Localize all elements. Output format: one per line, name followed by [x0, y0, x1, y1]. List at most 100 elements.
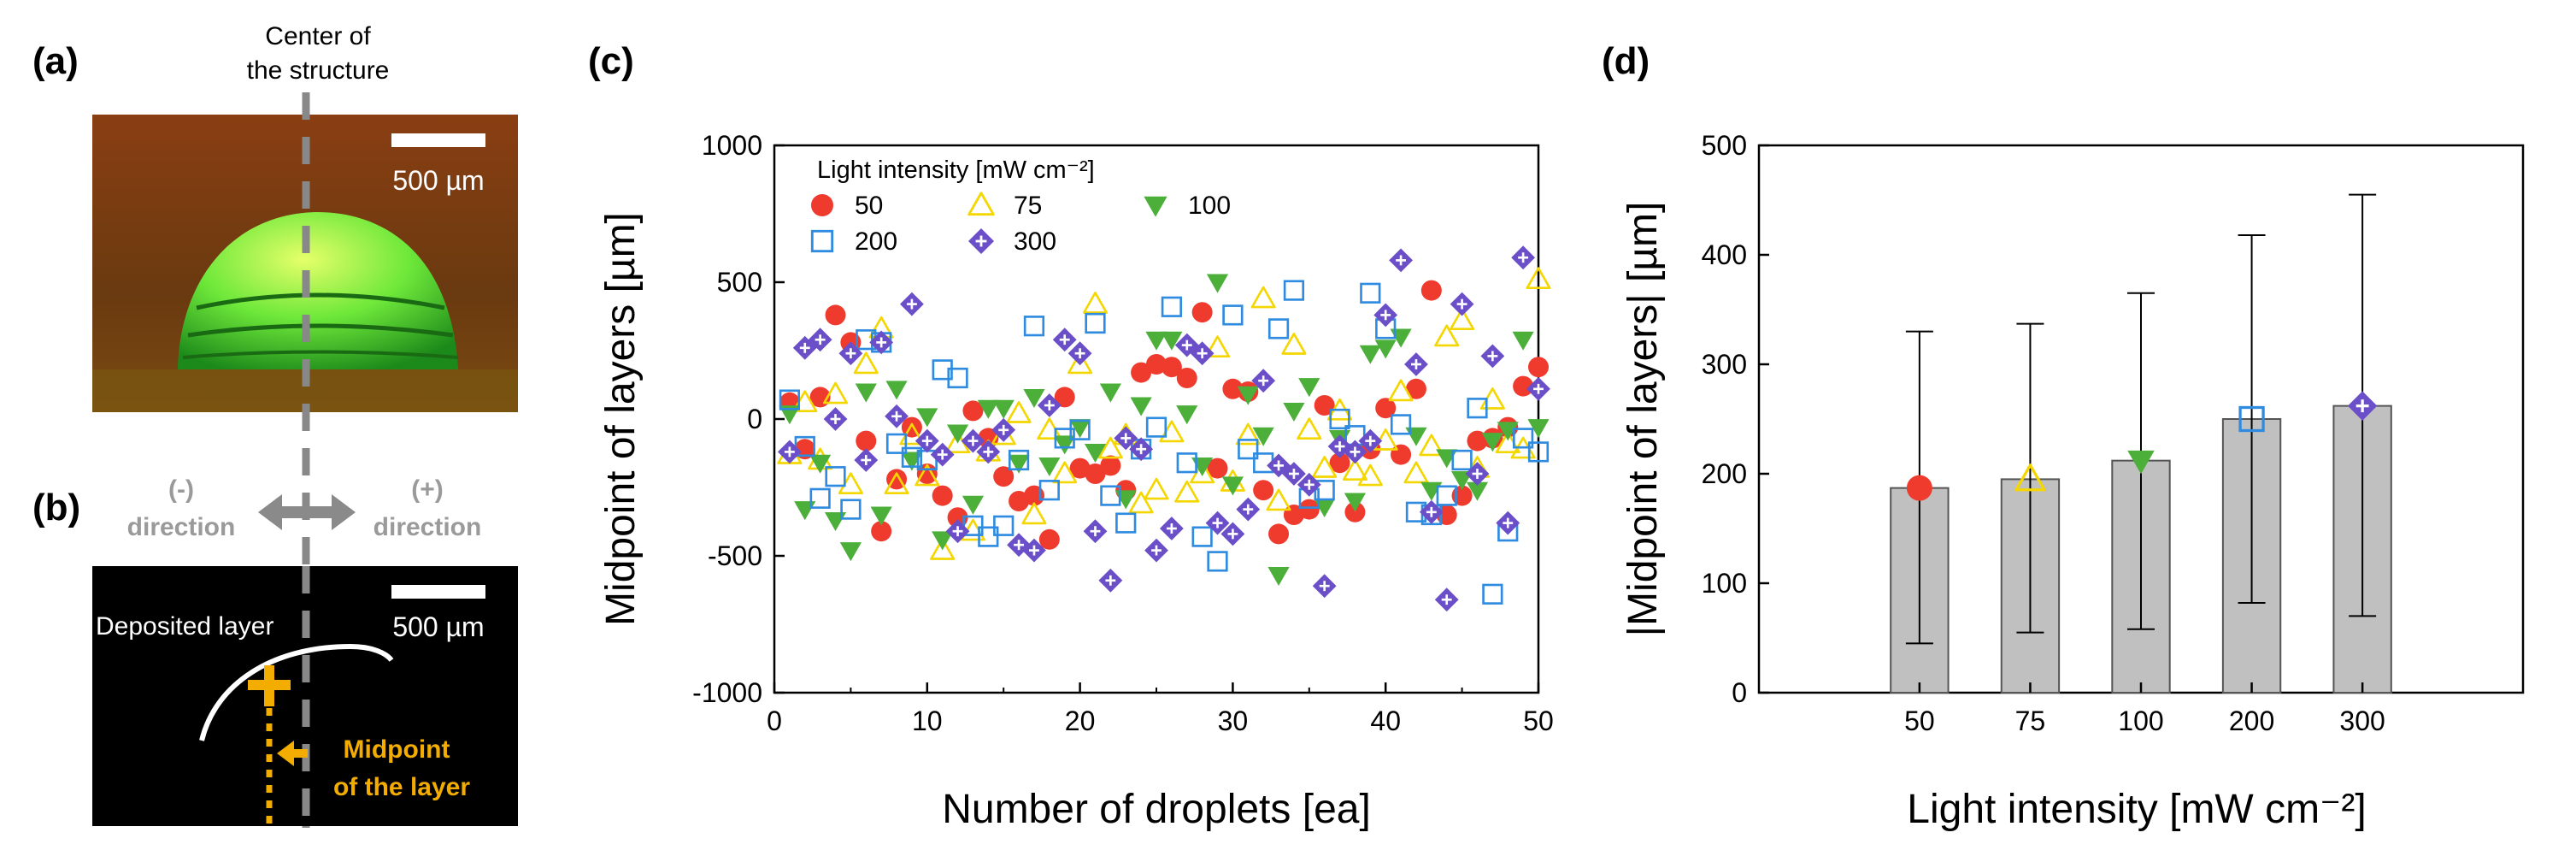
y-axis-label-c: Midpoint of layers [µm] — [598, 212, 644, 626]
y-axis-label-d: |Midpoint of layers| [µm] — [1620, 202, 1666, 637]
data-point-50 — [1176, 368, 1197, 388]
deposited-layer-arc — [199, 643, 394, 741]
data-point-300 — [1450, 292, 1474, 316]
data-point-300 — [1358, 428, 1383, 453]
data-point-50 — [1207, 458, 1228, 479]
data-point-300 — [1465, 462, 1490, 486]
data-point-200 — [1283, 280, 1305, 301]
data-point-100 — [1130, 397, 1152, 416]
data-point-75 — [1297, 417, 1322, 440]
data-point-50 — [993, 466, 1015, 487]
legend-marker — [1144, 196, 1167, 217]
data-point-75 — [1450, 308, 1475, 331]
data-point-300 — [991, 417, 1016, 442]
data-point-50 — [1054, 387, 1075, 408]
data-point-100 — [1527, 419, 1550, 439]
legend-c: Light intensity [mW cm⁻²] 50 75 100 200 300 — [810, 156, 1231, 256]
bar-marker — [2347, 391, 2378, 421]
data-point-100 — [1374, 339, 1397, 359]
midpoint-label-line1: Midpoint — [344, 735, 450, 764]
data-point-50 — [1420, 280, 1442, 301]
data-point-200 — [840, 499, 862, 520]
data-point-200 — [885, 433, 908, 454]
data-point-50 — [1222, 378, 1244, 399]
data-point-300 — [1205, 511, 1230, 535]
data-point-100 — [794, 501, 816, 521]
data-point-300 — [1389, 248, 1413, 273]
data-point-100 — [1497, 422, 1519, 441]
panel-d-letter: (d) — [1602, 40, 1650, 82]
data-point-200 — [1023, 316, 1045, 337]
data-point-100 — [1206, 274, 1229, 293]
data-point-100 — [1283, 402, 1305, 422]
data-point-100 — [1359, 345, 1381, 364]
legend-item-75: 75 — [967, 192, 1042, 220]
data-point-300 — [976, 440, 1001, 464]
legend-item-300: 300 — [967, 227, 1056, 256]
data-point-200 — [1145, 416, 1167, 438]
data-point-100 — [1267, 566, 1290, 586]
data-point-50 — [794, 439, 815, 460]
data-point-75 — [853, 351, 879, 375]
double-arrow-icon — [258, 494, 356, 530]
panel-d: (d) 0 100 200 300 400 500 50 75 100 200 300 Light… — [1602, 40, 2525, 832]
data-point-50 — [825, 304, 846, 326]
x-ticks-c: 0 10 20 30 40 50 — [767, 682, 1554, 736]
data-point-75 — [1312, 456, 1338, 478]
data-point-200 — [1436, 485, 1457, 506]
data-point-200 — [1085, 312, 1106, 334]
midpoint-arrow-icon — [277, 741, 308, 766]
data-point-75 — [1342, 458, 1367, 481]
data-point-300 — [1007, 533, 1031, 558]
x-tick-label: 50 — [1523, 706, 1554, 736]
bar-group-100: 100 — [2111, 292, 2171, 736]
data-point-200 — [1069, 419, 1091, 440]
data-point-300 — [869, 330, 894, 355]
layer-line — [187, 323, 454, 338]
data-point-300 — [823, 407, 848, 431]
data-point-200 — [1115, 512, 1137, 534]
x-tick-label: 75 — [2015, 706, 2046, 736]
photo-black-background — [92, 566, 518, 826]
y-tick-label: -1000 — [692, 677, 762, 708]
data-point-300 — [1511, 245, 1536, 270]
x-tick-label: 300 — [2339, 706, 2385, 736]
data-point-300 — [1114, 426, 1138, 451]
data-point-50 — [1329, 452, 1350, 474]
data-point-200 — [1512, 428, 1534, 449]
data-point-300 — [930, 442, 955, 467]
data-point-300 — [1220, 522, 1245, 546]
data-point-100 — [809, 454, 832, 474]
panel-a-letter: (a) — [32, 40, 79, 82]
y-tick-label: 400 — [1702, 239, 1747, 270]
data-point-100 — [1344, 493, 1367, 512]
data-point-75 — [1250, 286, 1276, 309]
center-label-line2: the structure — [247, 56, 390, 85]
data-point-300 — [792, 335, 817, 360]
data-point-100 — [1145, 331, 1167, 351]
midpoint-label-line2: of the layer — [333, 773, 470, 801]
scale-label-a: 500 µm — [392, 165, 484, 196]
data-point-50 — [1191, 302, 1213, 323]
data-point-75 — [1159, 420, 1185, 443]
data-point-100 — [870, 506, 892, 526]
legend-marker — [810, 229, 834, 253]
x-tick-label: 30 — [1218, 706, 1249, 736]
data-point-300 — [945, 519, 970, 544]
data-point-300 — [1022, 538, 1046, 563]
data-point-300 — [854, 448, 879, 472]
y-tick-label: 0 — [1732, 677, 1747, 708]
data-point-100 — [1069, 419, 1091, 439]
data-point-50 — [1375, 398, 1397, 419]
panel-c: (c) 0 10 20 30 40 50 -1000 -500 0 500 1000 Light … — [588, 40, 1554, 832]
data-point-100 — [839, 542, 862, 562]
data-point-200 — [993, 515, 1015, 536]
data-point-50 — [1146, 354, 1167, 375]
y-tick-label: 0 — [747, 404, 762, 434]
data-point-75 — [1082, 292, 1109, 314]
x-tick-label: 200 — [2229, 706, 2274, 736]
data-point-75 — [930, 538, 956, 560]
data-point-75 — [1388, 379, 1414, 402]
data-point-50 — [1268, 523, 1290, 545]
data-point-200 — [1238, 439, 1259, 460]
